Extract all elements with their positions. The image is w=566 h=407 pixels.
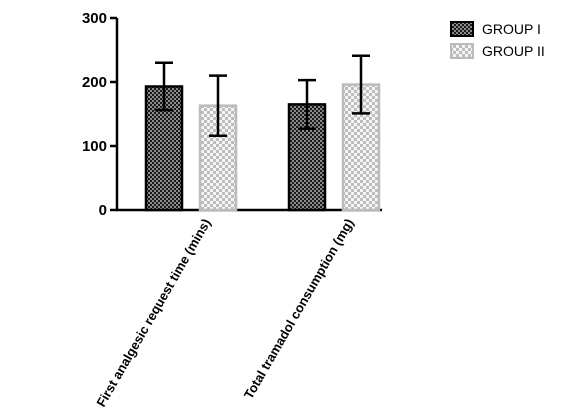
legend-swatch: [450, 43, 474, 59]
legend-swatch: [450, 21, 474, 37]
legend-label: GROUP II: [482, 43, 545, 59]
legend-label: GROUP I: [482, 21, 541, 37]
y-tick-label: 0: [99, 202, 107, 219]
y-tick-label: 200: [82, 74, 107, 91]
x-category-label: Total tramadol consumption (mg): [241, 216, 357, 402]
y-tick-label: 100: [82, 138, 107, 155]
x-category-label: First analgesic request time (mins): [93, 216, 213, 407]
legend: GROUP I GROUP II: [450, 21, 545, 59]
plot-area: 0 100 200 300 First analgesic request time (…: [82, 10, 382, 407]
y-tick-label: 300: [82, 10, 107, 27]
